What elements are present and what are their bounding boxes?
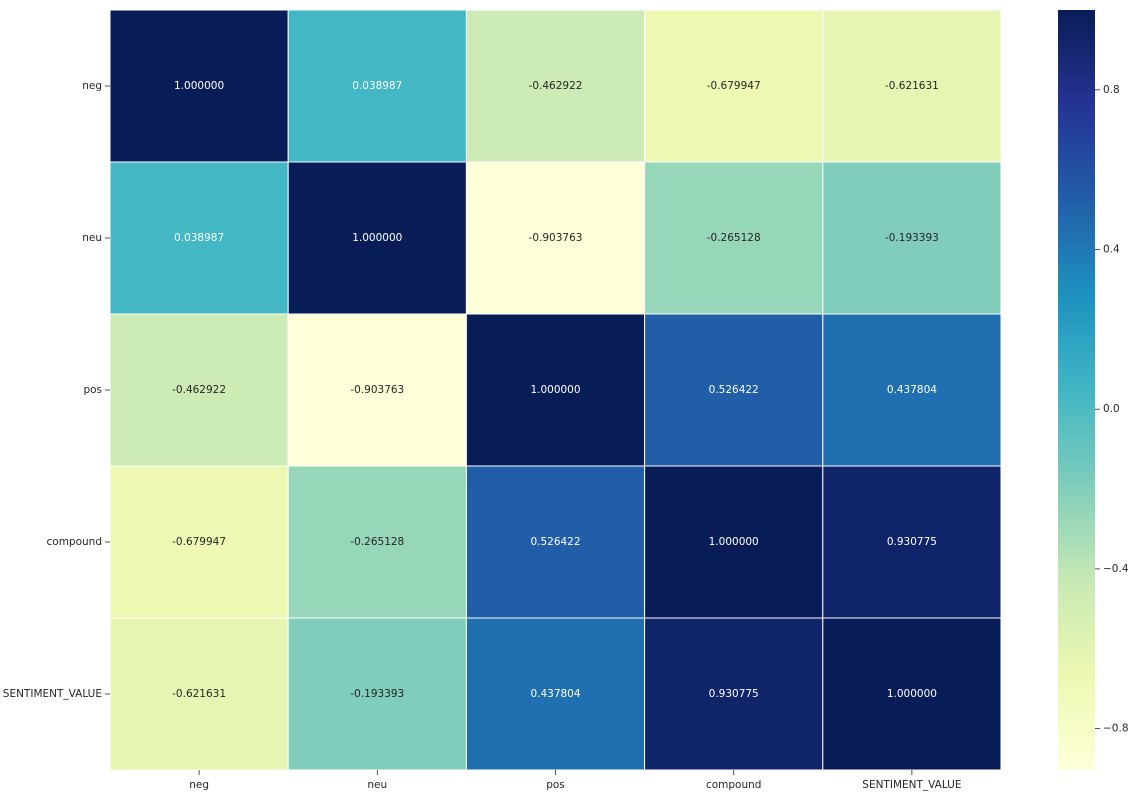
heatmap-cell-4-2 <box>465 617 646 771</box>
heatmap-cell-3-2 <box>465 465 646 619</box>
cell-value-label-4-2: 0.437804 <box>530 688 580 700</box>
heatmap-cells <box>109 9 1002 771</box>
cell-value-label-0-4: -0.621631 <box>885 80 939 92</box>
x-tick-label-1: neu <box>367 779 387 791</box>
colorbar-tick-label-4: −0.8 <box>1103 723 1129 735</box>
cell-value-label-3-0: -0.679947 <box>172 536 226 548</box>
cell-value-label-0-3: -0.679947 <box>707 80 761 92</box>
heatmap-cell-1-4 <box>822 161 1002 315</box>
heatmap-cell-2-2 <box>465 313 646 467</box>
cell-value-label-2-0: -0.462922 <box>172 384 226 396</box>
cell-value-label-3-4: 0.930775 <box>887 536 937 548</box>
heatmap-cell-0-4 <box>822 9 1002 163</box>
x-tick-label-3: compound <box>706 779 762 791</box>
colorbar-tick-label-2: 0.0 <box>1103 403 1120 415</box>
y-tick-label-2: pos <box>83 384 102 396</box>
colorbar-tick-label-1: 0.4 <box>1103 244 1120 256</box>
cell-value-label-4-0: -0.621631 <box>172 688 226 700</box>
y-tick-label-4: SENTIMENT_VALUE <box>3 688 102 700</box>
cell-value-label-1-3: -0.265128 <box>707 232 761 244</box>
heatmap-cell-3-3 <box>644 465 824 619</box>
cell-value-label-1-0: 0.038987 <box>174 232 224 244</box>
cell-value-label-2-1: -0.903763 <box>350 384 404 396</box>
heatmap-cell-1-0 <box>109 161 289 315</box>
cell-value-label-2-2: 1.000000 <box>530 384 580 396</box>
cell-value-label-4-3: 0.930775 <box>709 688 759 700</box>
heatmap-cell-1-1 <box>287 161 467 315</box>
x-tick-label-0: neg <box>189 779 209 791</box>
cell-value-label-1-4: -0.193393 <box>885 232 939 244</box>
y-axis-tick-labels: neg neu pos compound SENTIMENT_VALUE <box>3 80 110 700</box>
heatmap-cell-0-0 <box>109 9 289 163</box>
x-tick-label-2: pos <box>546 779 565 791</box>
cell-value-label-3-1: -0.265128 <box>350 536 404 548</box>
heatmap-cell-2-1 <box>287 313 467 467</box>
heatmap-annotations: 1.000000 0.038987 -0.462922 -0.679947 -0.621… <box>172 80 939 700</box>
heatmap-cell-3-4 <box>822 465 1002 619</box>
colorbar: 0.8 0.4 0.0 −0.4 −0.8 <box>1058 10 1129 770</box>
colorbar-tick-label-0: 0.8 <box>1103 84 1120 96</box>
cell-value-label-0-0: 1.000000 <box>174 80 224 92</box>
cell-value-label-4-4: 1.000000 <box>887 688 937 700</box>
y-tick-label-1: neu <box>82 232 102 244</box>
x-axis-tick-labels: neg neu pos compound SENTIMENT_VALUE <box>189 770 962 791</box>
cell-value-label-1-2: -0.903763 <box>529 232 583 244</box>
heatmap-cell-2-4 <box>822 313 1002 467</box>
cell-value-label-1-1: 1.000000 <box>352 232 402 244</box>
cell-value-label-4-1: -0.193393 <box>350 688 404 700</box>
cell-value-label-0-1: 0.038987 <box>352 80 402 92</box>
heatmap-cell-4-4 <box>822 617 1002 771</box>
y-tick-label-0: neg <box>82 80 102 92</box>
colorbar-tick-label-3: −0.4 <box>1103 563 1129 575</box>
x-tick-label-4: SENTIMENT_VALUE <box>862 779 961 791</box>
heatmap-cell-4-1 <box>287 617 467 771</box>
cell-value-label-2-4: 0.437804 <box>887 384 937 396</box>
heatmap-cell-0-1 <box>287 9 467 163</box>
heatmap-cell-0-3 <box>644 9 824 163</box>
heatmap-cell-3-1 <box>287 465 467 619</box>
heatmap-cell-0-2 <box>465 9 646 163</box>
cell-value-label-2-3: 0.526422 <box>709 384 759 396</box>
y-tick-label-3: compound <box>47 536 103 548</box>
heatmap-cell-4-0 <box>109 617 289 771</box>
cell-value-label-0-2: -0.462922 <box>529 80 583 92</box>
colorbar-gradient <box>1058 10 1095 770</box>
cell-value-label-3-2: 0.526422 <box>530 536 580 548</box>
cell-value-label-3-3: 1.000000 <box>709 536 759 548</box>
heatmap-cell-2-3 <box>644 313 824 467</box>
heatmap-cell-1-2 <box>465 161 646 315</box>
